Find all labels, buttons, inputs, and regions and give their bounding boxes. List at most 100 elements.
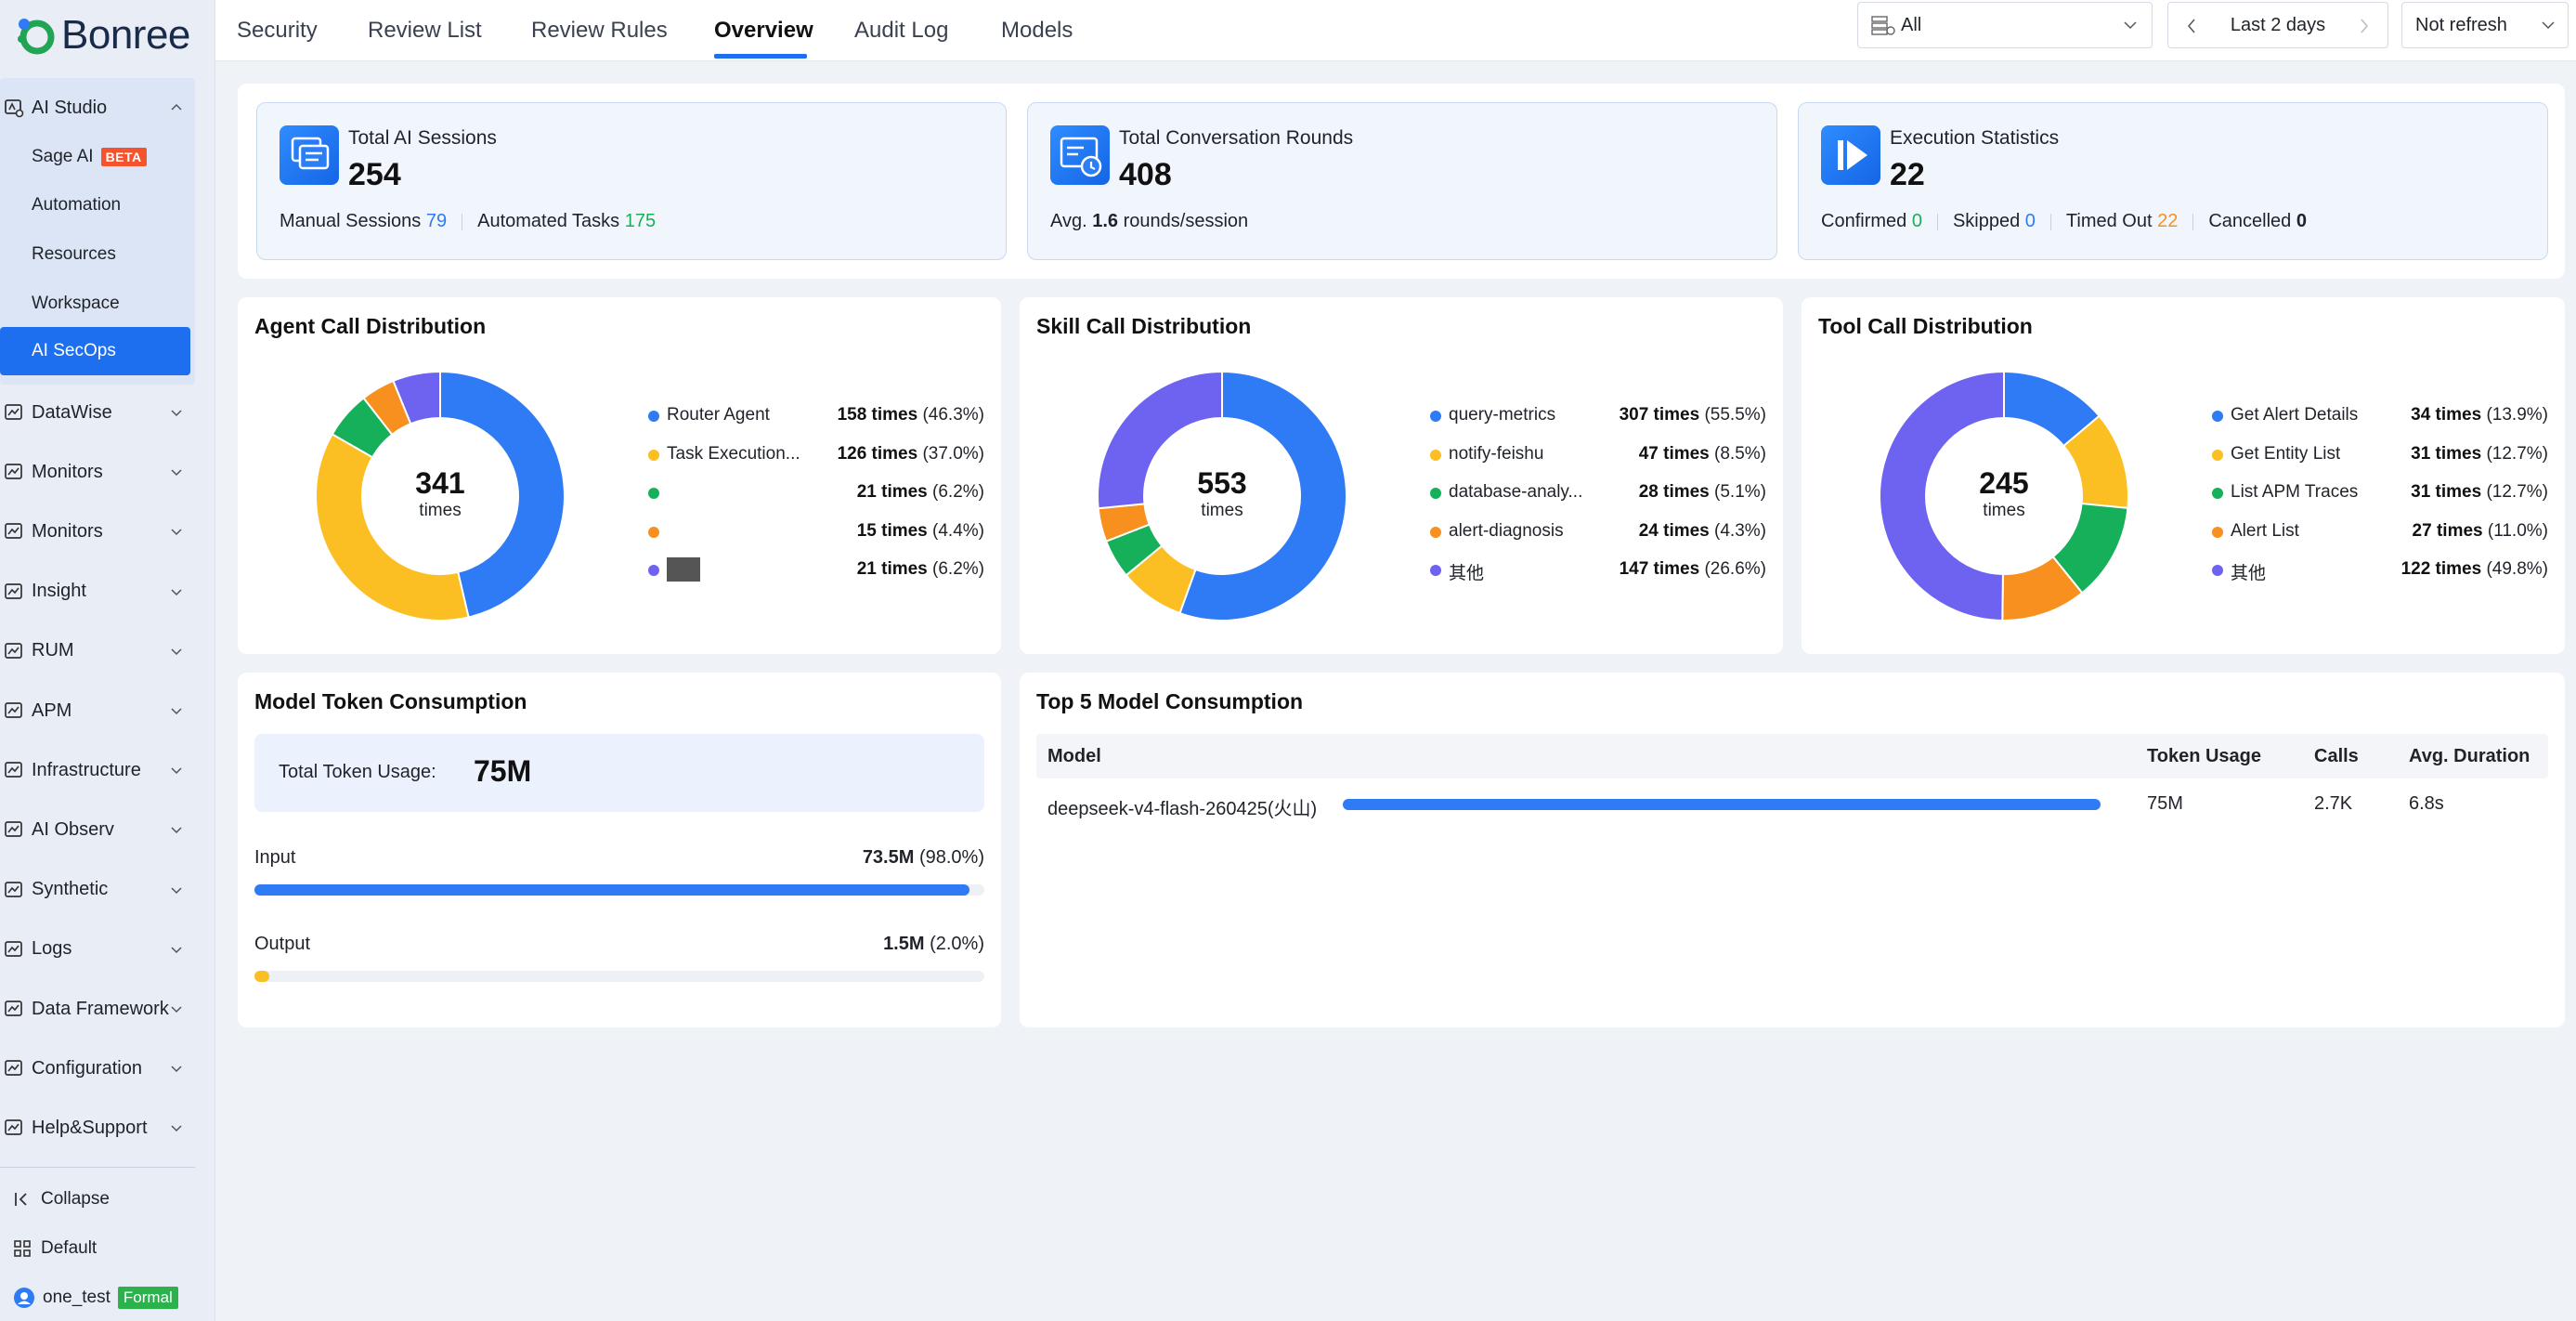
- stat-label: Total Conversation Rounds: [1119, 127, 1354, 149]
- legend-value: 126 times (37.0%): [838, 444, 984, 464]
- legend-item[interactable]: alert-diagnosis 24 times (4.3%): [1430, 517, 1766, 545]
- legend-pct: (49.8%): [2486, 559, 2548, 579]
- donut-slice-1[interactable]: [315, 432, 470, 621]
- legend-value: 34 times (13.9%): [2411, 405, 2548, 425]
- legend-item[interactable]: 21 times (6.2%): [648, 556, 984, 583]
- legend-pct: (37.0%): [922, 443, 984, 464]
- legend-item[interactable]: 其他 122 times (49.8%): [2212, 556, 2548, 583]
- tab-overview[interactable]: Overview: [714, 18, 813, 43]
- sidebar-item-label: RUM: [32, 640, 74, 661]
- sidebar-item-ai-observ[interactable]: AI Observ: [0, 800, 215, 859]
- user-profile[interactable]: one_test Formal: [13, 1287, 178, 1309]
- legend-times: 122 times: [2400, 559, 2482, 579]
- sidebar-item-apm[interactable]: APM: [0, 681, 215, 740]
- tab-audit-log[interactable]: Audit Log: [854, 18, 949, 43]
- confirmed-value: 0: [1911, 211, 1922, 231]
- legend-times: 126 times: [837, 443, 918, 464]
- sidebar-item-configuration[interactable]: Configuration: [0, 1039, 215, 1098]
- legend-item[interactable]: Task Execution... 126 times (37.0%): [648, 440, 984, 468]
- sidebar-item-insight[interactable]: Insight: [0, 562, 215, 621]
- sidebar-item-rum[interactable]: RUM: [0, 621, 215, 681]
- bonree-logo-icon: [18, 19, 55, 55]
- timedout-label: Timed Out: [2065, 211, 2153, 231]
- sidebar-item-datawise[interactable]: DataWise: [0, 383, 215, 442]
- legend-value: 31 times (12.7%): [2411, 444, 2548, 464]
- model-name: deepseek-v4-flash-260425(火山): [1047, 799, 1318, 819]
- legend-item[interactable]: Alert List 27 times (11.0%): [2212, 517, 2548, 545]
- avg-prefix: Avg.: [1050, 211, 1087, 231]
- legend-item[interactable]: List APM Traces 31 times (12.7%): [2212, 478, 2548, 506]
- chevron-down-icon: [2124, 21, 2137, 30]
- chevron-right-icon[interactable]: [2360, 19, 2369, 33]
- legend-item[interactable]: notify-feishu 47 times (8.5%): [1430, 440, 1766, 468]
- sidebar-item-data-framework[interactable]: Data Framework: [0, 979, 215, 1039]
- sidebar-item-infrastructure[interactable]: Infrastructure: [0, 740, 215, 800]
- table-row[interactable]: deepseek-v4-flash-260425(火山) 75M 2.7K 6.…: [1036, 778, 2548, 831]
- sidebar-item-label: Monitors: [32, 461, 103, 482]
- legend-times: 34 times: [2411, 405, 2482, 425]
- column-header-duration[interactable]: Avg. Duration: [2409, 746, 2530, 766]
- avg-suffix: rounds/session: [1123, 211, 1249, 231]
- refresh-select[interactable]: Not refresh: [2401, 2, 2569, 48]
- legend-dot: [648, 411, 659, 422]
- input-pct: (98.0%): [918, 847, 984, 868]
- brand-logo[interactable]: Bonree: [13, 11, 190, 59]
- sidebar-item-resources[interactable]: Resources: [32, 244, 116, 264]
- default-workspace-button[interactable]: Default: [13, 1238, 97, 1259]
- scope-select[interactable]: All: [1857, 2, 2153, 48]
- chevron-left-icon[interactable]: [2187, 19, 2196, 33]
- column-header-tokens[interactable]: Token Usage: [2147, 746, 2261, 766]
- legend-item[interactable]: 21 times (6.2%): [648, 478, 984, 506]
- sidebar-item-ai-studio[interactable]: AI Studio: [0, 78, 215, 137]
- donut-slice-0[interactable]: [439, 370, 566, 619]
- sidebar-item-synthetic[interactable]: Synthetic: [0, 860, 215, 920]
- time-range-value: Last 2 days: [2230, 14, 2326, 35]
- sidebar-item-help-support[interactable]: Help&Support: [0, 1098, 215, 1158]
- stat-value: 22: [1890, 157, 1925, 192]
- legend-pct: (46.3%): [922, 405, 984, 425]
- legend-value: 158 times (46.3%): [838, 405, 984, 425]
- input-value: 73.5M (98.0%): [863, 847, 984, 869]
- legend-item[interactable]: Router Agent 158 times (46.3%): [648, 401, 984, 429]
- legend-item[interactable]: Get Alert Details 34 times (13.9%): [2212, 401, 2548, 429]
- donut-slice-0[interactable]: [1178, 370, 1347, 621]
- donut-slice-4[interactable]: [1097, 370, 1223, 510]
- nav-icon: [5, 582, 22, 599]
- legend-pct: (4.3%): [1714, 520, 1766, 541]
- sidebar-item-monitors[interactable]: Monitors: [0, 502, 215, 561]
- collapse-button[interactable]: Collapse: [13, 1189, 110, 1210]
- sidebar-item-automation[interactable]: Automation: [32, 195, 122, 215]
- donut-slice-4[interactable]: [392, 370, 441, 425]
- sidebar-item-monitors[interactable]: Monitors: [0, 442, 215, 502]
- legend-times: 47 times: [1638, 443, 1710, 464]
- tab-review-rules[interactable]: Review Rules: [531, 18, 668, 43]
- legend-item[interactable]: 其他 147 times (26.6%): [1430, 556, 1766, 583]
- tab-review-list[interactable]: Review List: [368, 18, 482, 43]
- column-header-calls[interactable]: Calls: [2314, 746, 2359, 766]
- total-token-label: Total Token Usage:: [279, 762, 436, 782]
- legend-item[interactable]: query-metrics 307 times (55.5%): [1430, 401, 1766, 429]
- legend-pct: (13.9%): [2486, 405, 2548, 425]
- sidebar-item-logs[interactable]: Logs: [0, 920, 215, 979]
- sidebar-item-sage-ai[interactable]: Sage AI BETA: [32, 143, 147, 171]
- legend-dot: [648, 565, 659, 576]
- legend-times: 158 times: [837, 405, 918, 425]
- stat-label: Total AI Sessions: [348, 127, 497, 149]
- legend-item[interactable]: Get Entity List 31 times (12.7%): [2212, 440, 2548, 468]
- legend-dot: [1430, 526, 1441, 538]
- legend-dot: [2212, 449, 2223, 461]
- tab-security[interactable]: Security: [237, 18, 318, 43]
- time-range-picker[interactable]: Last 2 days: [2167, 2, 2388, 48]
- top-navigation: Security Review List Review Rules Overvi…: [215, 0, 2576, 61]
- input-amount: 73.5M: [862, 847, 915, 868]
- timedout-value: 22: [2157, 211, 2179, 231]
- donut-slice-4[interactable]: [1879, 370, 2005, 622]
- column-header-model[interactable]: Model: [1047, 746, 1101, 766]
- legend-item[interactable]: 15 times (4.4%): [648, 517, 984, 545]
- sidebar-item-ai-secops[interactable]: AI SecOps: [0, 327, 190, 375]
- legend-item[interactable]: database-analy... 28 times (5.1%): [1430, 478, 1766, 506]
- database-icon: [1871, 16, 1895, 35]
- automated-value: 175: [624, 211, 657, 231]
- sidebar-item-workspace[interactable]: Workspace: [32, 294, 120, 313]
- tab-models[interactable]: Models: [1001, 18, 1073, 43]
